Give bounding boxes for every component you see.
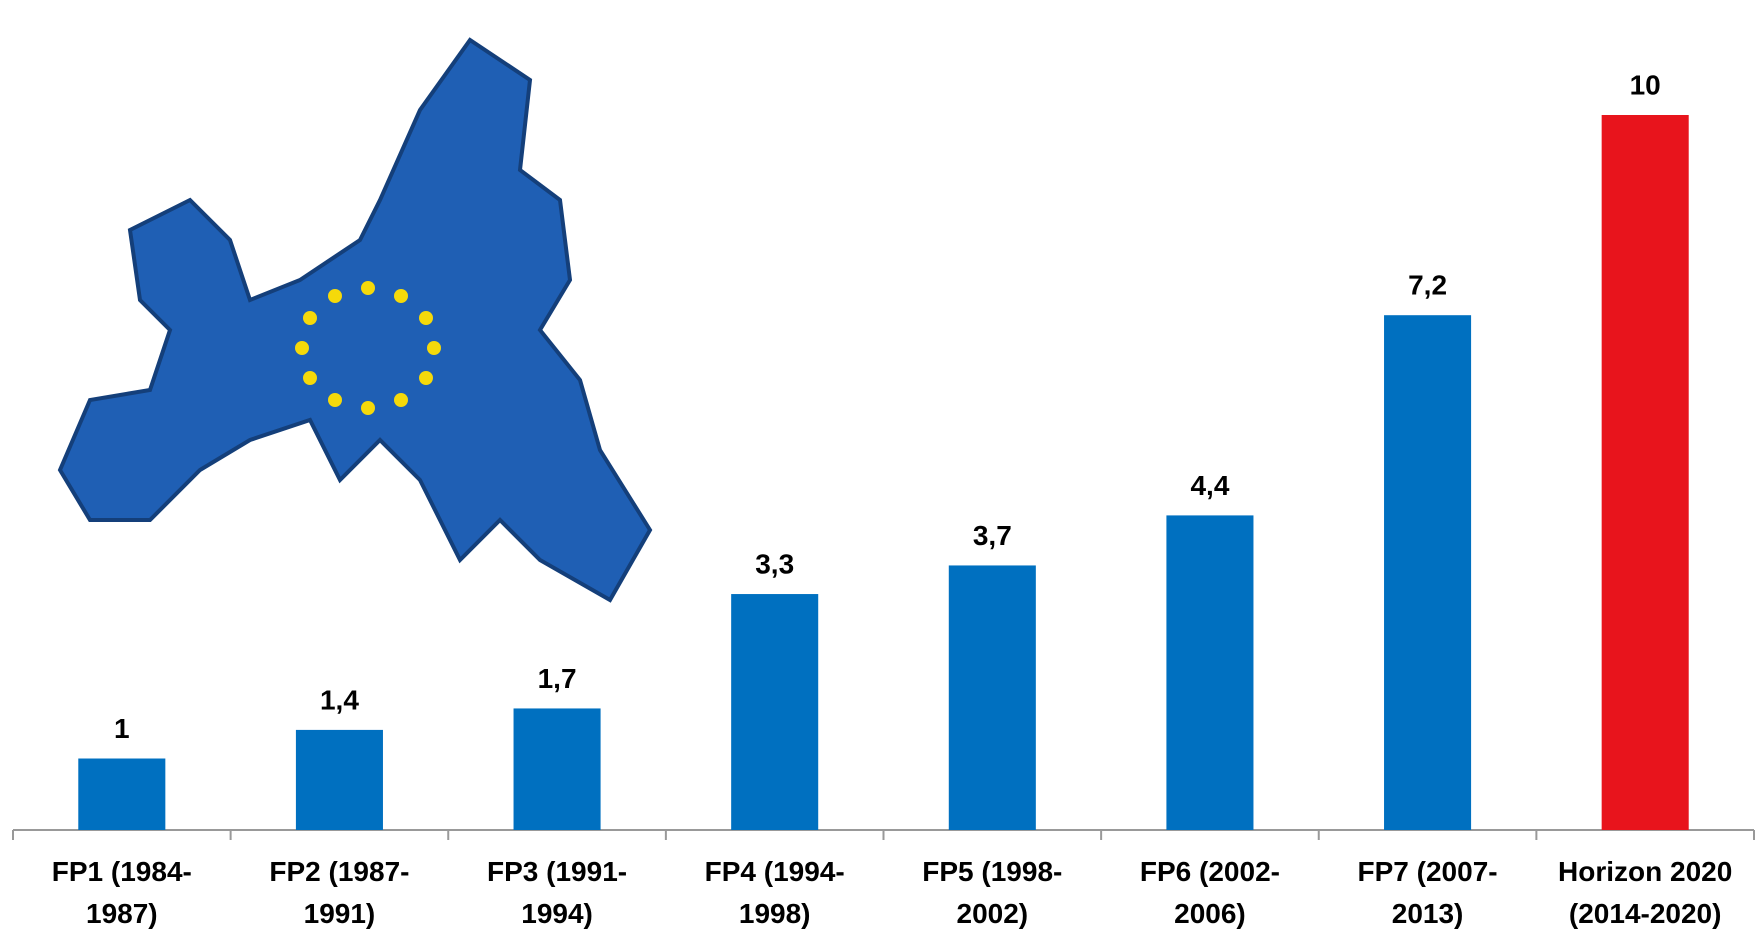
x-tick-label: FP1 (1984-1987) <box>52 856 192 929</box>
x-tick-label: FP7 (2007-2013) <box>1358 856 1498 929</box>
bar <box>78 758 166 830</box>
data-label: 7,2 <box>1408 270 1447 301</box>
data-label: 4,4 <box>1190 470 1229 501</box>
bar <box>1601 115 1689 830</box>
bar <box>513 708 601 830</box>
bar <box>1166 515 1254 830</box>
x-tick-label: FP5 (1998-2002) <box>922 856 1062 929</box>
data-label: 1 <box>114 713 130 744</box>
eu-map-decoration <box>57 37 653 603</box>
data-label: 1,4 <box>320 684 359 715</box>
x-tick-label: FP3 (1991-1994) <box>487 856 627 929</box>
bar <box>1384 315 1472 830</box>
x-tick-label: Horizon 2020 (2014-2020) <box>1558 856 1732 929</box>
x-tick-label: FP6 (2002-2006) <box>1140 856 1280 929</box>
x-tick-label: FP4 (1994-1998) <box>705 856 845 929</box>
bar <box>948 565 1036 830</box>
x-tick-label: FP2 (1987-1991) <box>269 856 409 929</box>
data-label: 3,7 <box>973 520 1012 551</box>
data-label: 3,3 <box>755 548 794 579</box>
bar <box>295 729 383 830</box>
bar <box>731 594 819 830</box>
data-label: 1,7 <box>538 663 577 694</box>
data-label: 10 <box>1630 69 1661 100</box>
